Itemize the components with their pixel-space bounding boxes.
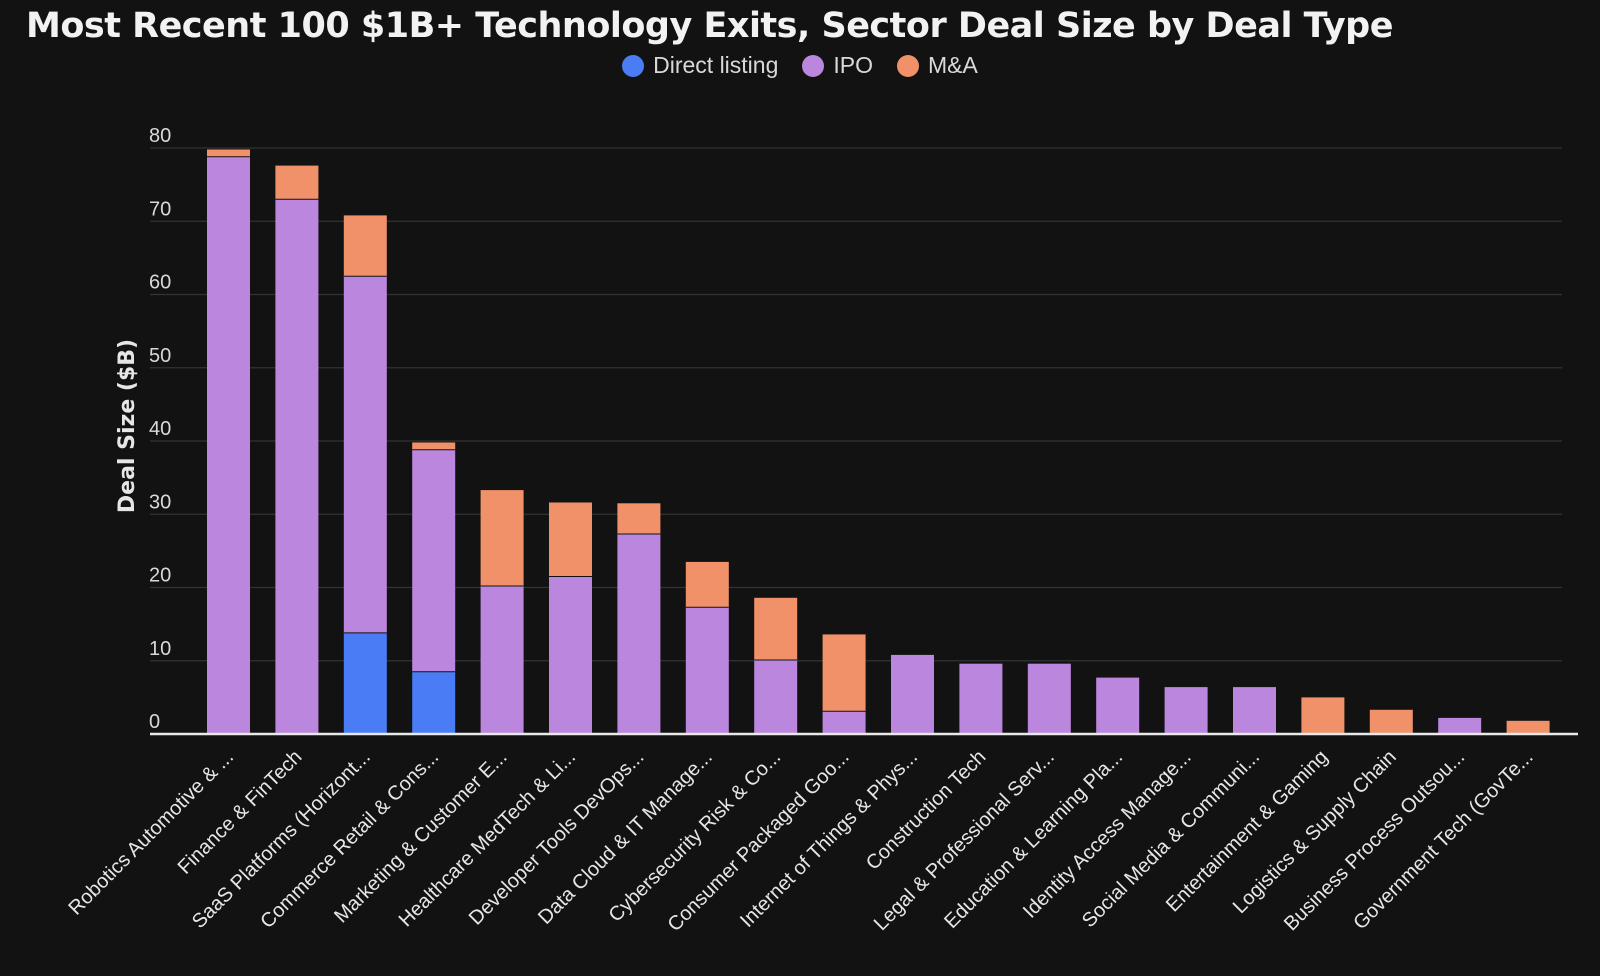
bar-segment-m-a: [822, 634, 866, 712]
bar-segment-direct-listing: [412, 671, 456, 734]
bar-segment-m-a: [480, 490, 524, 587]
y-axis-label: Deal Size ($B): [115, 339, 140, 513]
bar-segment-ipo: [343, 276, 387, 633]
bar-segment-m-a: [754, 597, 798, 661]
bar-segment-m-a: [207, 149, 250, 157]
bar-segment-ipo: [549, 576, 592, 734]
bar-segment-ipo: [754, 660, 798, 734]
bar-segment-direct-listing: [343, 632, 387, 734]
bar-segment-m-a: [1506, 720, 1550, 734]
bar-segment-ipo: [207, 156, 250, 735]
bar-segment-ipo: [1438, 717, 1482, 734]
legend-label: Direct listing: [653, 52, 779, 78]
y-tick-label: 80: [149, 125, 171, 147]
bar-segment-m-a: [549, 502, 592, 577]
x-tick-label: Construction Tech: [862, 746, 990, 874]
bar-segment-ipo: [685, 607, 729, 734]
bar-segment-m-a: [617, 503, 661, 535]
y-tick-label: 70: [149, 198, 171, 220]
bar-segment-ipo: [412, 449, 456, 672]
legend-swatch: [622, 54, 645, 77]
y-tick-label: 20: [149, 565, 171, 587]
legend-label: IPO: [833, 52, 874, 78]
chart-title: Most Recent 100 $1B+ Technology Exits, S…: [26, 6, 1393, 46]
legend-item[interactable]: Direct listing: [622, 52, 778, 79]
bar-segment-ipo: [1164, 687, 1208, 734]
legend-label: M&A: [928, 52, 978, 78]
bar-segment-ipo: [480, 586, 524, 734]
y-tick-label: 60: [149, 272, 171, 294]
y-tick-label: 30: [149, 491, 171, 513]
bar-segment-ipo: [959, 663, 1003, 734]
y-tick-label: 10: [149, 638, 171, 660]
bar-segment-m-a: [412, 442, 456, 450]
bar-segment-ipo: [617, 534, 661, 734]
legend-swatch: [897, 54, 920, 77]
bar-segment-ipo: [1027, 663, 1071, 734]
y-tick-label: 40: [149, 418, 171, 440]
bar-segment-m-a: [343, 215, 387, 277]
bar-segment-m-a: [1369, 709, 1413, 734]
legend-item[interactable]: IPO: [802, 52, 873, 79]
y-tick-label: 0: [149, 711, 160, 733]
bar-segment-ipo: [1096, 677, 1140, 734]
y-tick-label: 50: [149, 345, 171, 367]
bar-segment-m-a: [1301, 697, 1345, 734]
legend-item[interactable]: M&A: [897, 52, 978, 79]
x-tick-label: Finance & FinTech: [174, 746, 307, 879]
bar-segment-m-a: [275, 165, 319, 200]
bar-segment-ipo: [275, 199, 319, 735]
bar-segment-m-a: [685, 561, 729, 608]
legend-swatch: [802, 54, 825, 77]
bar-segment-ipo: [822, 711, 866, 734]
bar-segment-ipo: [1233, 687, 1276, 734]
legend: Direct listing IPO M&A: [0, 52, 1600, 79]
bar-segment-ipo: [891, 654, 934, 734]
